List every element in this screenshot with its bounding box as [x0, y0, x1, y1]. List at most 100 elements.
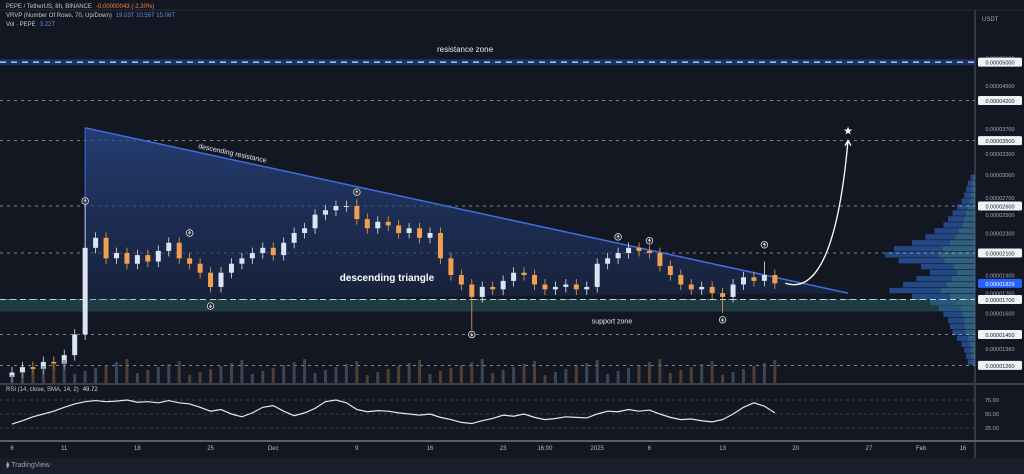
candle-up: [323, 210, 328, 215]
volume-profile-bar-down: [957, 299, 975, 306]
candle-down: [458, 275, 464, 285]
candle-up: [406, 228, 412, 233]
volume-profile-bar-down: [960, 305, 975, 312]
candle-up: [427, 232, 433, 238]
vrvp-label: VRVP (Number Of Rows, 70, Up/Down): [6, 13, 112, 19]
volume-label: Vol · PEPE: [6, 22, 36, 28]
candle-down: [103, 237, 109, 259]
price-change: -0.00000043 (-2.30%): [95, 4, 155, 10]
candle-down: [490, 286, 496, 290]
volume-bar: [627, 368, 631, 383]
price-axis-label: 0.00001600: [985, 311, 1014, 317]
descending-triangle-label: descending triangle: [340, 273, 435, 284]
candle-down: [448, 258, 454, 276]
volume-bar: [135, 373, 139, 383]
candle-down: [51, 361, 57, 364]
candle-up: [260, 247, 266, 253]
volume-profile-bar-up: [966, 353, 972, 359]
candle-up: [615, 253, 621, 259]
rsi-value: 49.72: [82, 387, 98, 393]
volume-bar: [595, 360, 599, 383]
candle-up: [281, 242, 287, 256]
candle-up: [61, 355, 67, 364]
time-axis-label: 20: [792, 446, 799, 452]
arrow-up-icon: [647, 238, 652, 243]
volume-bar: [585, 363, 589, 383]
volume-bar: [700, 364, 704, 383]
arrow-up-icon: [355, 190, 359, 194]
price-axis-label: 0.00001450: [985, 333, 1014, 339]
volume-profile-bar-down: [940, 287, 975, 294]
volume-bar: [41, 366, 45, 383]
descending-triangle: [85, 127, 848, 300]
volume-profile-bar-down: [969, 341, 975, 347]
volume-profile-bar-up: [948, 216, 965, 222]
volume-profile-bar-down: [949, 240, 975, 246]
volume-bar: [762, 363, 766, 383]
volume-profile-bar-up: [964, 347, 971, 353]
volume-profile-bar-down: [942, 246, 975, 252]
candle-down: [208, 272, 214, 287]
volume-bar: [543, 375, 547, 383]
candle-down: [678, 275, 684, 285]
candle-down: [187, 258, 193, 264]
price-axis-label: 0.00004200: [985, 99, 1014, 105]
volume-profile-bar-up: [925, 234, 956, 240]
candle-down: [176, 242, 182, 259]
volume-bar: [104, 365, 108, 383]
candle-down: [532, 275, 537, 285]
volume-profile-bar-down: [944, 258, 975, 264]
volume-profile-bar-down: [962, 222, 975, 228]
time-axis-label: 18: [134, 446, 141, 452]
rsi-legend[interactable]: RSI (14, close, SMA, 14, 2) 49.72: [6, 387, 98, 393]
volume-bar: [449, 368, 453, 383]
volume-profile-bar-down: [958, 228, 975, 234]
candle-up: [228, 263, 234, 273]
volume-profile-bar-up: [930, 299, 957, 306]
price-axis-label: 0.00002300: [985, 231, 1014, 237]
time-axis-label: 27: [866, 446, 873, 452]
volume-profile-bar-up: [966, 186, 972, 192]
price-label-badge: [978, 96, 1022, 106]
volume-profile-bar-down: [964, 216, 975, 222]
candle-down: [385, 221, 391, 226]
arrow-up-icon: [616, 234, 620, 239]
volume-profile-bar-up: [970, 174, 974, 180]
volume-bar: [428, 374, 432, 383]
candle-up: [343, 206, 349, 208]
time-axis-label: 11: [61, 446, 68, 452]
candle-down: [364, 219, 370, 229]
candle-up: [155, 250, 161, 262]
candle-up: [479, 286, 485, 297]
logo-text: TradingView: [11, 462, 50, 469]
support-zone-band: [0, 299, 975, 312]
volume-profile-bar-down: [951, 275, 975, 282]
candle-up: [114, 253, 119, 259]
symbol-legend[interactable]: PEPE / TetherUS, 8h, BINANCE -0.00000043 …: [6, 4, 154, 10]
candle-down: [124, 253, 130, 264]
volume-bar: [20, 372, 24, 383]
tradingview-logo[interactable]: ⧫ TradingView: [6, 461, 50, 469]
vrvp-legend[interactable]: VRVP (Number Of Rows, 70, Up/Down) 19.03T…: [6, 13, 175, 19]
volume-profile-bar-down: [967, 335, 975, 341]
currency-label[interactable]: USDT: [982, 17, 999, 23]
volume-bar: [470, 362, 474, 383]
projection-arrowhead-icon: [844, 139, 852, 146]
volume-profile-bar-up: [912, 240, 950, 246]
volume-bar: [303, 359, 307, 383]
volume-profile-bar-down: [962, 311, 975, 318]
volume-profile-bar-down: [964, 323, 975, 329]
arrow-up-icon: [83, 199, 87, 203]
volume-bar: [438, 371, 442, 383]
volume-legend[interactable]: Vol · PEPE 3.22T: [6, 22, 55, 28]
volume-profile-bar-down: [972, 359, 975, 365]
volume-bar: [501, 370, 505, 383]
volume-bar: [292, 362, 296, 383]
volume-bar: [177, 361, 181, 383]
candle-up: [741, 277, 746, 285]
candle-up: [552, 286, 558, 290]
volume-bar: [637, 365, 641, 383]
time-axis-label: 13: [719, 446, 726, 452]
star-icon: ★: [843, 126, 853, 138]
